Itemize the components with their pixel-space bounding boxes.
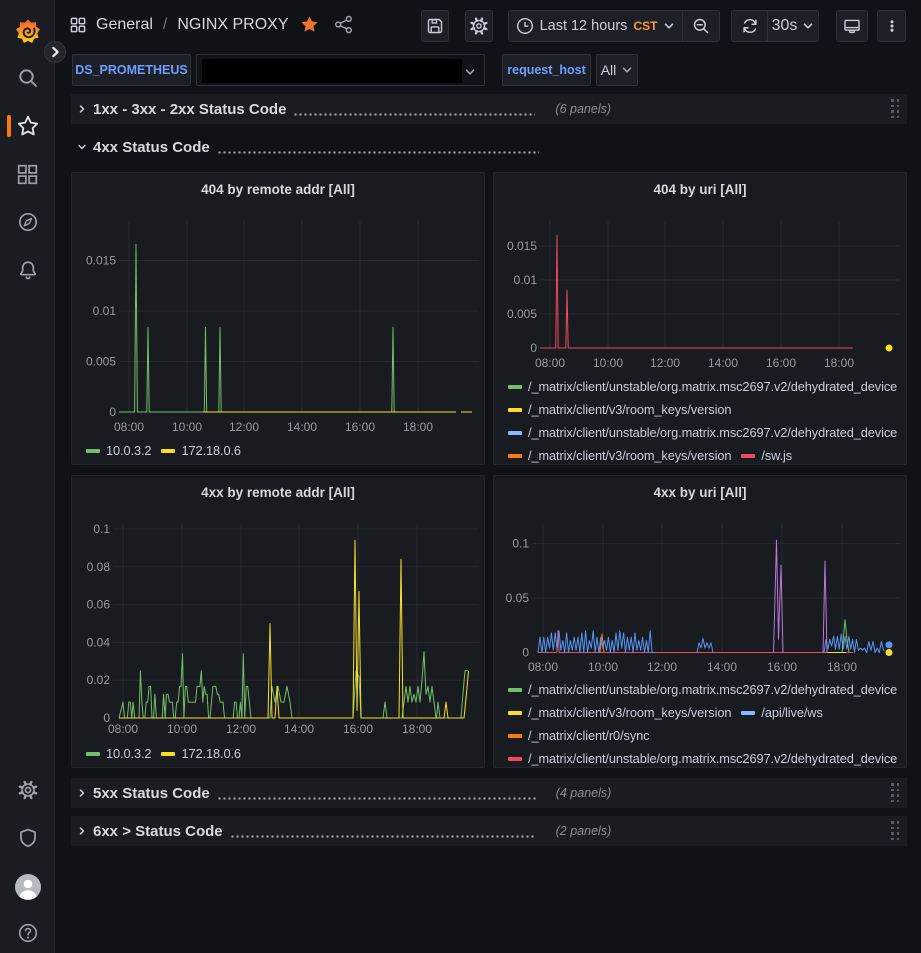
svg-text:18:00: 18:00	[827, 660, 857, 674]
svg-text:12:00: 12:00	[226, 722, 256, 736]
svg-text:0.1: 0.1	[93, 522, 110, 536]
svg-text:08:00: 08:00	[535, 356, 565, 370]
svg-text:0.04: 0.04	[87, 635, 111, 649]
svg-text:14:00: 14:00	[707, 660, 737, 674]
svg-text:0.05: 0.05	[506, 591, 530, 605]
svg-text:0.06: 0.06	[87, 598, 111, 612]
svg-text:10:00: 10:00	[588, 660, 618, 674]
svg-text:16:00: 16:00	[345, 420, 375, 434]
svg-text:0.01: 0.01	[514, 273, 538, 287]
svg-text:10:00: 10:00	[167, 722, 197, 736]
svg-text:0: 0	[109, 405, 116, 419]
svg-text:0.1: 0.1	[512, 537, 529, 551]
svg-text:08:00: 08:00	[528, 660, 558, 674]
svg-text:14:00: 14:00	[708, 356, 738, 370]
svg-text:0.08: 0.08	[87, 560, 111, 574]
svg-text:0.005: 0.005	[507, 307, 537, 321]
svg-text:0: 0	[103, 711, 110, 725]
svg-text:14:00: 14:00	[287, 420, 317, 434]
svg-text:10:00: 10:00	[593, 356, 623, 370]
svg-text:0.015: 0.015	[507, 239, 537, 253]
svg-text:0.01: 0.01	[93, 304, 117, 318]
svg-text:0.015: 0.015	[86, 254, 116, 268]
svg-text:16:00: 16:00	[343, 722, 373, 736]
svg-text:14:00: 14:00	[284, 722, 314, 736]
svg-text:12:00: 12:00	[229, 420, 259, 434]
svg-text:16:00: 16:00	[766, 356, 796, 370]
svg-text:0: 0	[522, 646, 529, 660]
svg-text:08:00: 08:00	[108, 722, 138, 736]
svg-text:16:00: 16:00	[767, 660, 797, 674]
svg-text:0.02: 0.02	[87, 673, 111, 687]
svg-text:18:00: 18:00	[402, 722, 432, 736]
svg-text:12:00: 12:00	[650, 356, 680, 370]
svg-text:18:00: 18:00	[403, 420, 433, 434]
svg-text:12:00: 12:00	[647, 660, 677, 674]
svg-text:08:00: 08:00	[114, 420, 144, 434]
svg-text:10:00: 10:00	[172, 420, 202, 434]
svg-text:0: 0	[530, 341, 537, 355]
svg-text:18:00: 18:00	[824, 356, 854, 370]
svg-text:0.005: 0.005	[86, 355, 116, 369]
